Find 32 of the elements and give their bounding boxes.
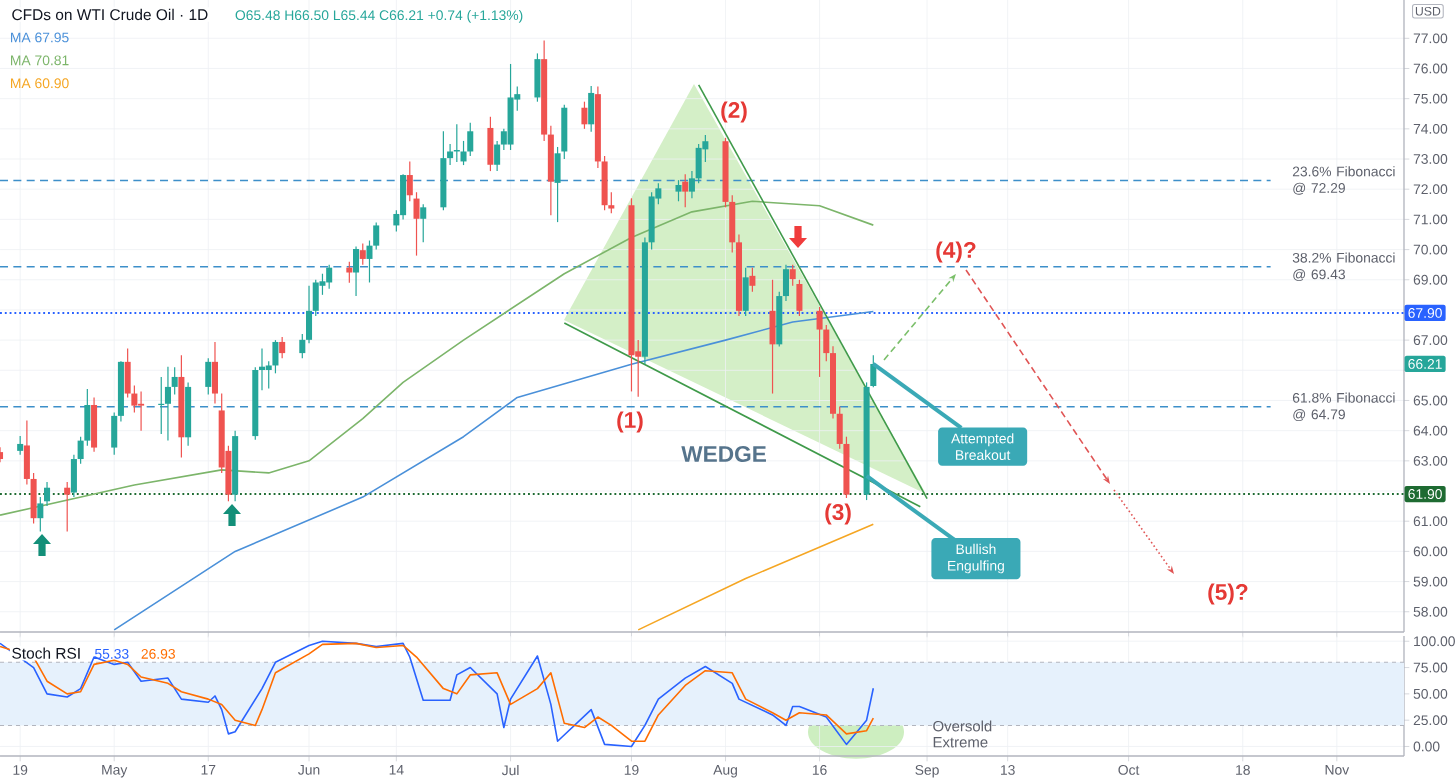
candlestick	[211, 341, 218, 405]
candlestick	[346, 261, 353, 284]
candlestick	[588, 85, 595, 133]
candlestick	[164, 366, 171, 442]
annotation: (3)	[825, 503, 851, 525]
candlestick	[675, 179, 682, 202]
annotation: (1)	[617, 411, 643, 433]
candlestick	[279, 336, 286, 359]
candlestick	[682, 173, 689, 208]
candlestick	[742, 267, 749, 317]
annotation: WEDGE	[681, 446, 766, 463]
candlestick	[581, 101, 588, 130]
candlestick	[91, 396, 98, 453]
candlestick	[326, 264, 333, 290]
candlestick	[507, 63, 514, 151]
candlestick	[487, 116, 494, 172]
candlestick	[64, 481, 71, 533]
candlestick	[769, 279, 776, 395]
line-series	[113, 310, 875, 631]
candlestick	[205, 357, 212, 396]
annotation: (4)?	[936, 241, 976, 263]
candlestick	[353, 245, 360, 297]
candlestick	[17, 435, 24, 456]
candlestick	[359, 242, 366, 266]
annotation: (5)?	[1208, 583, 1248, 605]
candlestick	[749, 267, 756, 293]
candlestick	[420, 203, 427, 243]
candlestick	[534, 52, 541, 103]
annotation: (2)	[721, 101, 747, 123]
candlestick	[467, 122, 474, 157]
candlestick	[138, 390, 145, 432]
candlestick	[816, 306, 823, 378]
